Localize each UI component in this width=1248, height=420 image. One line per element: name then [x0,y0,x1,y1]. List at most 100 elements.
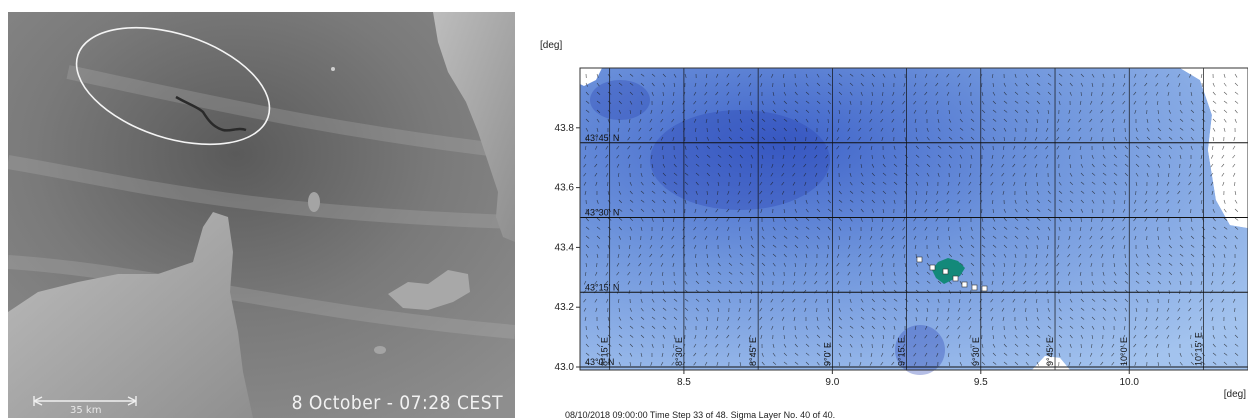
current-vector [925,109,928,114]
current-vector [715,208,719,213]
current-vector [1036,226,1040,231]
current-vector [640,73,645,77]
current-vector [1133,343,1137,348]
current-vector [1232,271,1236,276]
current-vector [1102,190,1106,195]
current-vector [957,82,961,87]
current-vector [650,145,653,150]
current-vector [638,127,642,132]
current-vector [826,298,829,303]
lat-grid-label: 43°0' N [585,357,614,367]
current-vector [585,235,590,239]
current-vector [981,235,986,239]
current-vector [1058,199,1063,203]
current-vector [1188,316,1192,321]
current-vector [1134,361,1137,366]
current-vector [616,145,620,150]
current-vector [1135,181,1138,186]
current-vector [1157,145,1162,149]
current-vector [1190,253,1195,257]
current-vector [849,334,854,338]
current-vector [1036,217,1041,221]
current-vector [946,73,950,78]
current-vector [717,163,722,167]
current-vector [935,343,939,348]
current-vector [1069,343,1072,348]
current-vector [1091,217,1093,223]
current-vector [970,226,973,231]
current-vector [1102,145,1105,150]
current-vector [1078,253,1082,258]
current-vector [968,307,972,312]
current-vector [1188,181,1192,186]
current-vector [838,316,842,321]
current-vector [1047,190,1051,195]
current-vector [1233,136,1236,141]
current-vector [1190,100,1194,105]
current-vector [792,307,796,312]
current-vector [662,208,666,213]
current-vector [1068,361,1071,366]
model-map: 43.843.643.443.243.0 8.5 9.0 9.5 10.0 43°45… [555,67,1248,388]
current-vector [629,208,634,212]
current-vector [661,226,664,231]
current-vector [1036,73,1040,78]
current-vector [1234,181,1236,187]
lon-grid-label: 10°0' E [1119,337,1129,366]
current-vector [1167,217,1170,222]
current-vector [1212,334,1215,339]
current-vector [750,262,755,266]
y-tick-label: 43.2 [555,302,575,313]
current-vector [805,253,808,258]
current-vector [1025,82,1030,86]
current-vector [1188,190,1192,195]
current-vector [1058,316,1063,320]
current-vector [838,109,841,114]
current-vector [1124,190,1126,196]
satellite-scene [8,12,515,418]
current-vector [760,334,763,339]
current-vector [1025,190,1028,195]
current-vector [1166,307,1170,312]
current-vector [705,199,708,204]
current-vector [682,235,686,240]
current-vector [804,271,807,276]
current-vector [684,145,687,150]
current-vector [992,244,997,248]
current-vector [693,361,697,366]
current-vector [1189,325,1192,330]
current-vector [1234,190,1237,195]
current-vector [1047,226,1051,231]
current-vector [739,127,744,132]
current-vector [1223,100,1228,104]
current-vector [849,181,853,186]
current-vector [859,235,862,240]
current-vector [1057,118,1060,123]
current-vector [1014,253,1017,258]
current-vector [948,289,951,294]
current-vector [1232,145,1236,150]
current-vector [1157,289,1160,294]
current-vector [1179,226,1182,231]
current-vector [607,190,610,195]
current-vector [1089,361,1093,366]
current-vector [1078,262,1082,267]
current-vector [595,307,598,312]
current-vector [1023,289,1027,294]
current-vector [838,361,840,366]
current-vector [1089,127,1093,132]
current-vector [695,280,700,284]
current-vector [904,298,909,302]
current-vector [1025,352,1030,356]
current-vector [979,172,983,177]
current-vector [1036,109,1040,114]
current-vector [1079,100,1082,105]
current-vector [1221,154,1225,159]
current-vector [1146,172,1149,177]
current-vector [1223,253,1226,258]
current-vector [1124,316,1126,322]
current-vector [948,154,952,159]
current-vector [1221,163,1225,168]
current-vector [804,145,807,150]
current-vector [1091,289,1095,294]
